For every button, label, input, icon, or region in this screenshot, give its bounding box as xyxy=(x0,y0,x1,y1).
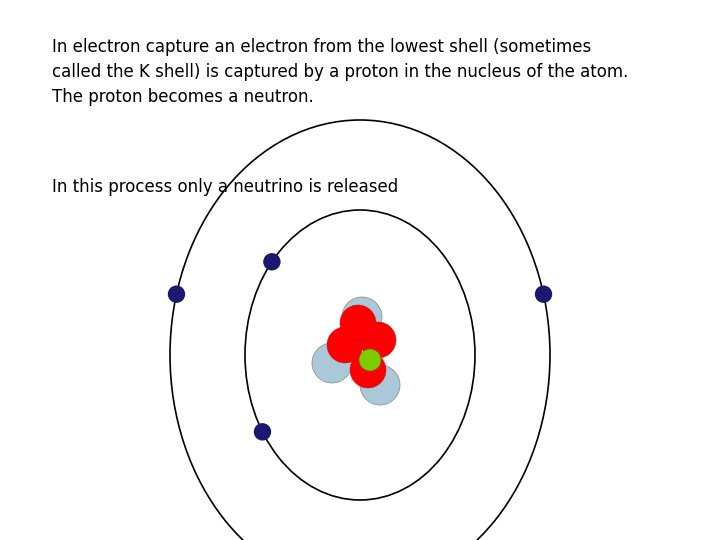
Circle shape xyxy=(312,343,352,383)
Circle shape xyxy=(327,327,363,363)
Circle shape xyxy=(360,322,396,358)
Text: In electron capture an electron from the lowest shell (sometimes
called the K sh: In electron capture an electron from the… xyxy=(52,38,629,106)
Circle shape xyxy=(168,286,184,302)
Circle shape xyxy=(360,365,400,405)
Circle shape xyxy=(536,286,552,302)
Text: In this process only a neutrino is released: In this process only a neutrino is relea… xyxy=(52,178,398,196)
Circle shape xyxy=(254,424,271,440)
Circle shape xyxy=(264,254,280,270)
Circle shape xyxy=(340,305,376,341)
Circle shape xyxy=(359,349,381,371)
Circle shape xyxy=(350,352,386,388)
Circle shape xyxy=(342,297,382,337)
